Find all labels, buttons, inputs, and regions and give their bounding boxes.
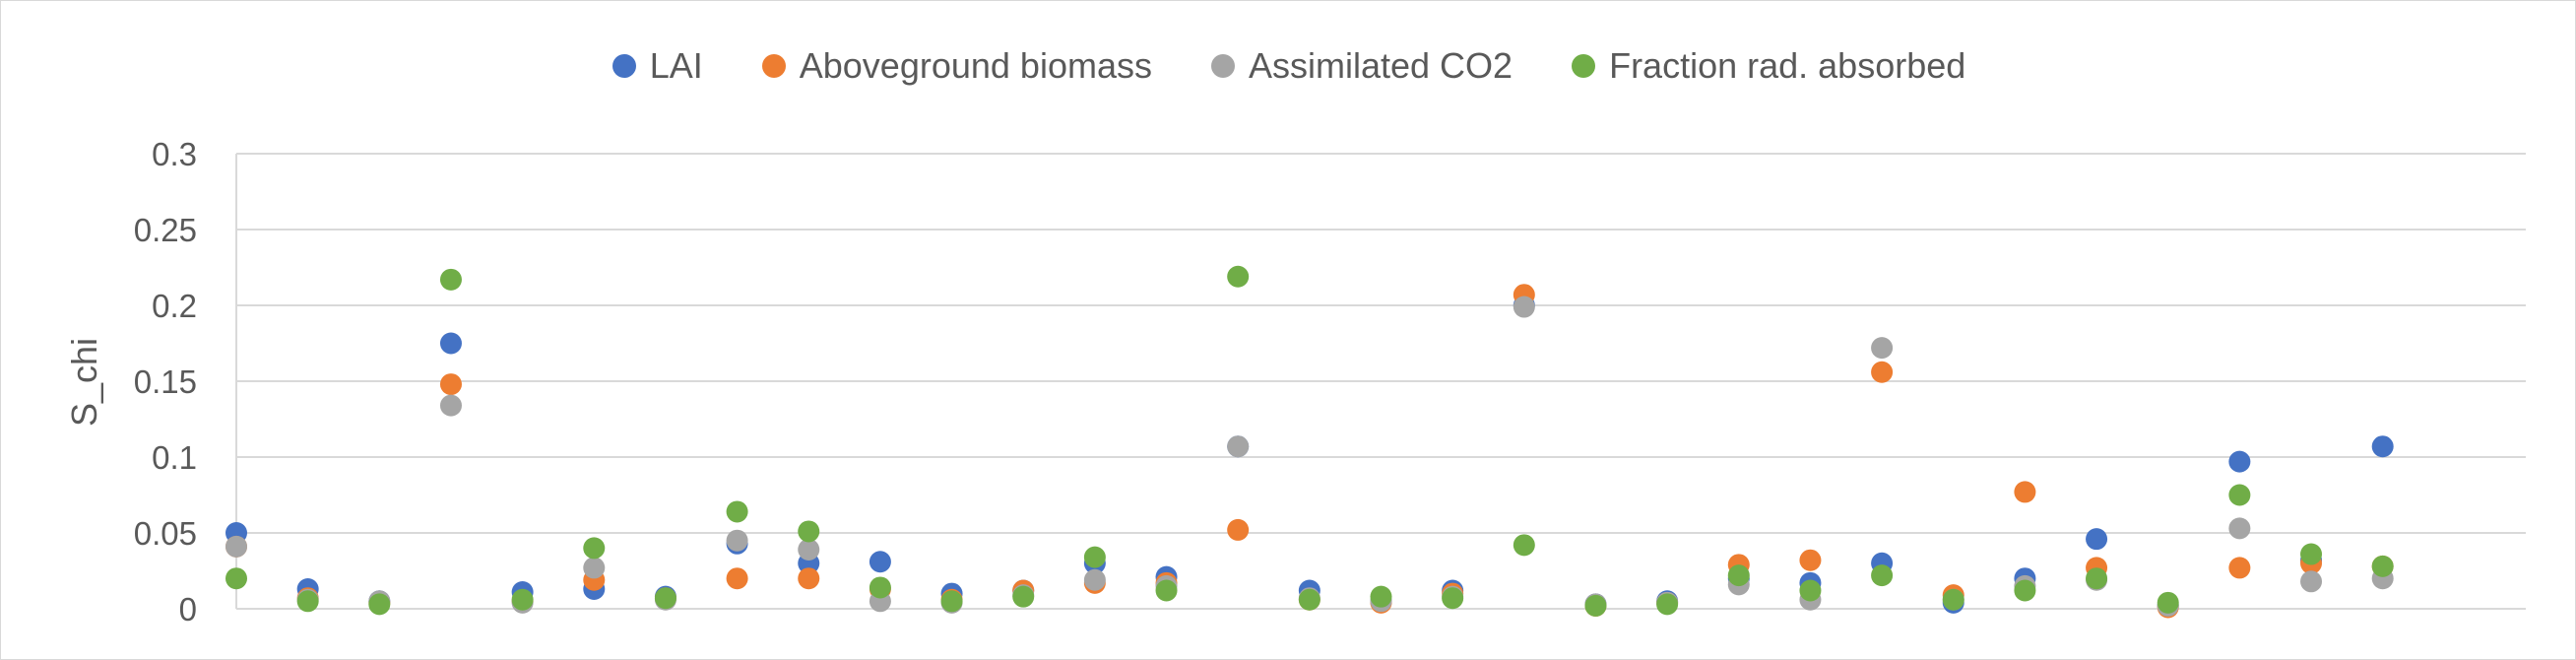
legend-marker xyxy=(1210,54,1235,78)
legend-label: Aboveground biomass xyxy=(799,45,1152,86)
y-tick-label: 0.2 xyxy=(152,288,197,324)
data-point xyxy=(2014,481,2036,503)
data-point xyxy=(2157,591,2179,614)
legend-label: LAI xyxy=(649,45,703,86)
y-tick-label: 0.15 xyxy=(134,363,197,400)
legend-item: Aboveground biomass xyxy=(761,45,1152,87)
legend-item: Assimilated CO2 xyxy=(1210,45,1513,87)
y-axis-tick-labels: 0 0.05 0.1 0.15 0.2 0.25 0.3 xyxy=(134,136,197,627)
data-point xyxy=(940,590,963,613)
data-point xyxy=(1227,265,1250,288)
data-point xyxy=(1370,585,1392,608)
data-point xyxy=(2228,484,2251,506)
data-point xyxy=(2228,557,2251,579)
legend-item: LAI xyxy=(612,45,703,87)
data-point xyxy=(1227,518,1250,541)
legend-item: Fraction rad. absorbed xyxy=(1572,45,1965,87)
data-point xyxy=(1155,579,1178,602)
data-point xyxy=(726,529,748,552)
data-point xyxy=(1656,593,1679,616)
legend-marker xyxy=(612,54,636,78)
data-point xyxy=(439,268,462,291)
data-point xyxy=(726,500,748,523)
data-point xyxy=(2228,450,2251,473)
data-point xyxy=(1083,546,1106,568)
data-point xyxy=(439,332,462,355)
data-point xyxy=(1298,588,1320,611)
data-point xyxy=(2371,555,2394,577)
data-point xyxy=(798,538,820,561)
data-point xyxy=(1442,587,1464,610)
data-point xyxy=(1012,585,1035,608)
data-point xyxy=(2086,528,2108,551)
y-tick-label: 0.1 xyxy=(152,439,197,476)
data-point xyxy=(1513,534,1535,557)
data-point xyxy=(2300,570,2323,593)
data-point xyxy=(2300,543,2323,565)
legend-label: Assimilated CO2 xyxy=(1248,45,1513,86)
data-point xyxy=(726,567,748,590)
data-point xyxy=(2086,567,2108,590)
data-point xyxy=(798,520,820,543)
data-point xyxy=(2014,579,2036,602)
data-point xyxy=(225,567,247,590)
data-point xyxy=(511,588,534,611)
y-tick-label: 0.25 xyxy=(134,212,197,248)
data-point xyxy=(583,557,606,579)
data-point xyxy=(225,535,247,558)
series-0 xyxy=(225,295,2394,617)
data-point xyxy=(1799,549,1822,571)
data-point xyxy=(439,394,462,417)
series-3 xyxy=(225,265,2394,617)
legend-label: Fraction rad. absorbed xyxy=(1609,45,1966,86)
data-point xyxy=(1871,361,1894,383)
data-point xyxy=(869,576,891,599)
data-point xyxy=(1871,337,1894,360)
data-point xyxy=(798,567,820,590)
series-1 xyxy=(225,284,2394,619)
data-point xyxy=(1727,564,1750,587)
data-point xyxy=(2228,517,2251,540)
y-axis-title: S_chi xyxy=(64,338,104,427)
data-point xyxy=(869,551,891,573)
legend-marker xyxy=(761,54,786,78)
y-tick-label: 0.05 xyxy=(134,515,197,552)
data-point xyxy=(1513,296,1535,318)
data-point xyxy=(1871,564,1894,587)
gridlines xyxy=(235,153,2526,610)
data-point xyxy=(1799,579,1822,602)
data-point xyxy=(2371,435,2394,458)
y-tick-label: 0.3 xyxy=(152,136,197,172)
data-point xyxy=(296,590,319,613)
data-point xyxy=(1083,568,1106,591)
data-point xyxy=(368,593,391,616)
data-point xyxy=(654,587,676,610)
data-point xyxy=(439,373,462,396)
data-point xyxy=(583,537,606,560)
data-point xyxy=(1584,594,1607,617)
data-point xyxy=(1942,588,1964,611)
data-point xyxy=(1227,435,1250,458)
legend: LAI Aboveground biomass Assimilated CO2 Fra… xyxy=(1,40,2576,92)
y-tick-label: 0 xyxy=(179,591,197,627)
data-points xyxy=(225,265,2394,619)
legend-marker xyxy=(1572,54,1596,78)
